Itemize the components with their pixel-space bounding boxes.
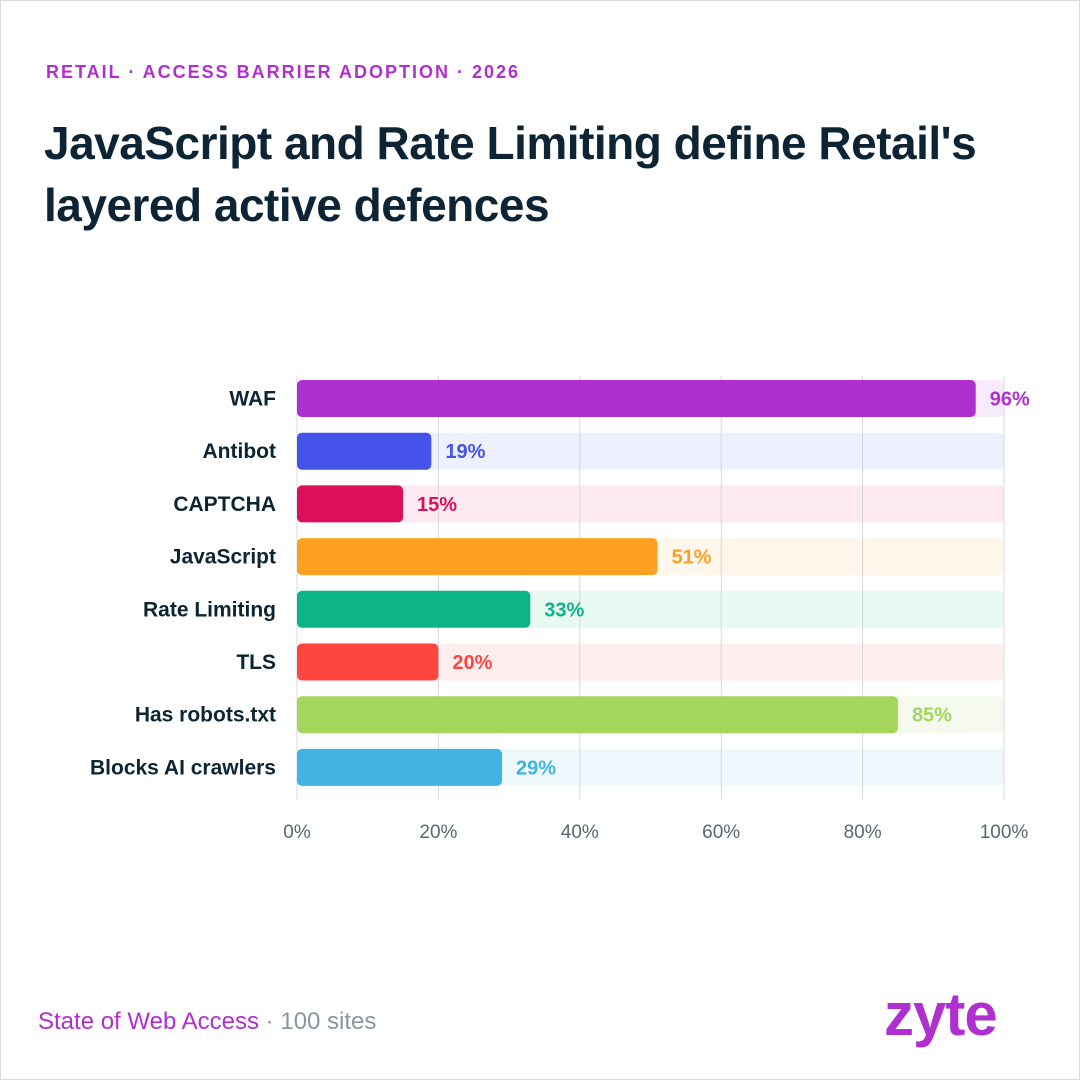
category-label: JavaScript — [170, 546, 276, 569]
bar — [297, 696, 898, 734]
bar — [297, 590, 531, 628]
bar-track — [297, 485, 1004, 523]
category-label: WAF — [229, 388, 276, 411]
bar — [297, 380, 976, 417]
category-label: Antibot — [203, 440, 276, 463]
x-tick-label: 20% — [419, 822, 457, 843]
value-label: 29% — [516, 757, 556, 779]
bar — [297, 432, 432, 470]
category-label: Has robots.txt — [135, 704, 276, 727]
source-label: State of Web Access — [38, 1008, 260, 1035]
eyebrow: RETAIL · ACCESS BARRIER ADOPTION · 2026 — [46, 62, 521, 82]
value-label: 51% — [672, 547, 712, 569]
footer-source: State of Web Access · 100 sites — [38, 1008, 376, 1036]
category-label: Blocks AI crawlers — [90, 756, 276, 779]
value-label: 85% — [912, 705, 952, 727]
bar-track — [297, 432, 1004, 470]
value-label: 96% — [990, 389, 1030, 411]
category-label: TLS — [236, 651, 276, 674]
x-tick-label: 0% — [283, 822, 311, 843]
bar-track — [297, 643, 1004, 681]
bar — [297, 538, 658, 576]
value-label: 15% — [417, 494, 457, 516]
bar — [297, 748, 503, 786]
value-label: 19% — [445, 441, 485, 463]
x-tick-label: 80% — [844, 822, 882, 843]
bar — [297, 643, 439, 681]
category-label: CAPTCHA — [173, 493, 276, 516]
site-count: 100 sites — [280, 1008, 377, 1035]
chart-title: JavaScript and Rate Limiting define Reta… — [44, 117, 977, 231]
bar — [297, 485, 404, 523]
x-tick-label: 40% — [561, 822, 599, 843]
value-label: 20% — [452, 652, 492, 674]
category-label: Rate Limiting — [143, 598, 276, 621]
value-label: 33% — [544, 599, 584, 621]
x-tick-label: 60% — [702, 822, 740, 843]
zyte-logo: zyte — [884, 981, 998, 1048]
source-separator: · — [259, 1008, 281, 1035]
x-tick-label: 100% — [980, 822, 1029, 843]
